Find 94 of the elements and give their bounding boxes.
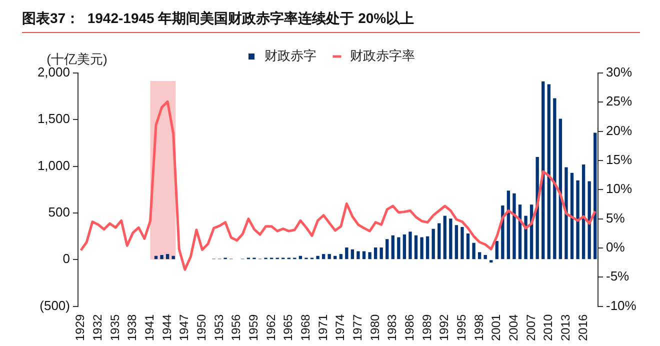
y-tick-label: 500 [48,204,70,220]
bar [564,167,568,260]
bar [495,240,498,260]
y2-tick-label: 20% [606,122,632,138]
y2-tick-label: 10% [606,181,632,196]
x-tick-label: 1989 [420,314,434,342]
x-tick-label: 1965 [281,314,296,342]
x-tick-label: 1959 [246,314,261,342]
y-tick-label: (500) [40,298,70,313]
x-tick-label: 1941 [142,314,157,342]
bar [466,234,470,260]
x-tick-label: 1944 [160,314,174,342]
legend-label: 财政赤字率 [350,48,415,64]
bar [454,225,458,260]
bar [472,242,476,260]
bar [386,239,389,260]
x-tick-label: 2013 [558,314,573,342]
bar [166,254,170,260]
y2-tick-label: 25% [606,94,632,109]
bar [524,216,528,260]
x-tick-label: 1950 [194,314,209,342]
x-tick-label: 1962 [264,314,278,342]
bar [420,237,424,260]
y-tick-label: 1,500 [37,111,70,126]
x-tick-label: 1995 [454,314,469,342]
x-tick-label: 1983 [385,314,400,342]
bar [408,232,412,260]
y-tick-label: 0 [62,251,70,266]
bar [432,228,435,260]
bar [402,234,406,260]
bar [438,223,441,260]
y2-tick-label: 0% [606,240,626,255]
bar [328,254,331,260]
x-tick-label: 1986 [402,314,417,342]
y2-tick-label: -5% [606,268,630,284]
bar [350,249,354,260]
bar [362,251,366,260]
bar [594,132,597,260]
x-tick-label: 1992 [437,314,452,342]
y-axis-title: (十亿美元) [46,52,108,67]
bar [478,252,482,260]
bar [374,248,378,260]
x-tick-label: 1980 [368,314,382,342]
bar [397,237,400,260]
y2-tick-label: 15% [606,152,632,168]
x-tick-label: 1974 [333,314,348,342]
y2-tick-label: -10% [606,298,637,313]
legend-label: 财政赤字 [264,48,316,64]
y2-tick-label: 30% [606,64,632,80]
x-tick-label: 1956 [229,314,244,342]
bar [570,172,574,260]
x-tick-label: 2007 [524,314,538,342]
x-tick-label: 1935 [108,314,122,342]
x-tick-label: 1938 [125,314,140,342]
bar [582,164,586,260]
bar [547,84,550,260]
bar [368,252,372,260]
bar [449,218,452,260]
chart-title: 图表37： 1942-1945 年期间美国财政赤字率连续处于 20%以上 [22,10,414,28]
bar [542,81,545,260]
bar [322,254,326,260]
y-tick-label: 1,000 [37,158,70,173]
x-tick-label: 1998 [472,314,486,342]
x-tick-label: 2016 [576,314,590,342]
bar [316,256,320,260]
x-tick-label: 1932 [90,314,105,342]
x-tick-label: 1929 [73,314,88,342]
x-tick-label: 1971 [316,314,330,342]
x-tick-label: 2010 [541,314,556,342]
bar [391,235,394,260]
bar [484,254,487,260]
bar [443,216,446,260]
bar [339,254,342,260]
x-tick-label: 1953 [212,314,226,342]
bar [414,235,418,260]
bar [172,256,175,260]
bar [588,181,591,260]
bar [380,248,383,260]
x-tick-label: 1977 [350,314,365,342]
x-tick-label: 2004 [506,314,521,342]
bar [506,190,510,260]
x-tick-label: 1947 [177,314,192,342]
bar [558,118,562,260]
y2-tick-label: 5% [606,210,626,226]
bar [345,248,348,260]
bar [460,226,464,260]
bar [160,254,164,260]
bar [553,98,556,260]
bar [512,193,516,260]
bar [356,251,360,260]
bar [576,180,580,260]
bar [426,236,430,260]
x-tick-label: 2001 [489,314,504,342]
x-tick-label: 1968 [298,314,313,342]
